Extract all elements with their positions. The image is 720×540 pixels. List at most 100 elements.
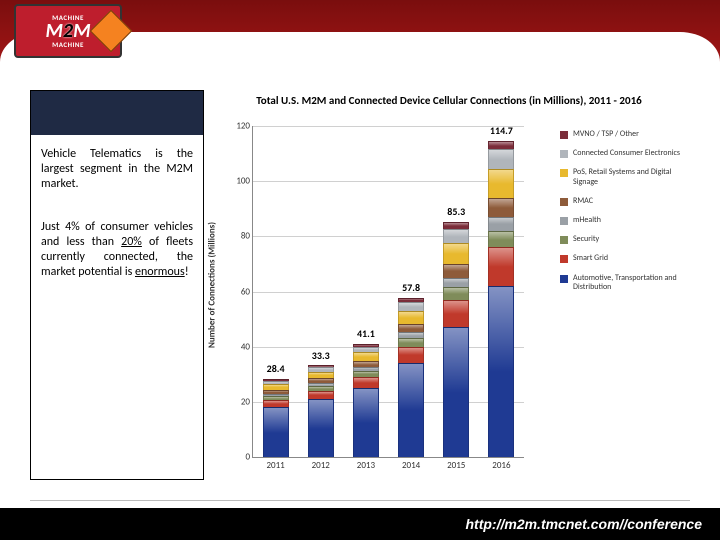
chart-bar-segment — [353, 352, 379, 361]
chart-bar-segment — [488, 198, 514, 217]
chart-x-tick: 2016 — [492, 457, 510, 471]
chart-bar: 85.3 — [443, 126, 469, 457]
chart-bar-segment — [398, 298, 424, 302]
chart-bar-segment — [443, 300, 469, 328]
chart-bar-total-label: 114.7 — [490, 124, 513, 137]
sidebar-para-2: Just 4% of consumer vehicles and less th… — [41, 220, 193, 280]
chart-bar-total-label: 33.3 — [312, 349, 330, 362]
legend-swatch — [560, 236, 568, 244]
legend-swatch — [560, 150, 568, 158]
legend-swatch — [560, 131, 568, 139]
chart-bar-segment — [263, 384, 289, 390]
chart-bar-segment — [308, 383, 334, 386]
chart-bar-segment — [263, 400, 289, 407]
legend-item: Smart Grid — [560, 254, 688, 263]
legend-item: RMAC — [560, 197, 688, 206]
legend-item: Automotive, Transportation and Distribut… — [560, 274, 688, 292]
footer-divider — [30, 500, 690, 508]
chart-y-tick: 80 — [229, 231, 253, 242]
chart-bar: 33.3 — [308, 126, 334, 457]
legend-item: Connected Consumer Electronics — [560, 149, 688, 158]
chart-y-tick: 0 — [229, 452, 253, 463]
chart-bar-total-label: 57.8 — [402, 281, 420, 294]
legend-swatch — [560, 275, 568, 283]
legend-swatch — [560, 217, 568, 225]
chart-bar-segment — [398, 363, 424, 457]
legend-swatch — [560, 198, 568, 206]
chart-bar: 57.8 — [398, 126, 424, 457]
chart-bar-segment — [353, 347, 379, 353]
chart-bar-segment — [353, 377, 379, 388]
chart-bar-segment — [443, 243, 469, 264]
chart-bar-segment — [443, 287, 469, 299]
chart-bar-segment — [263, 390, 289, 394]
legend-item: mHealth — [560, 216, 688, 225]
chart-gridline — [253, 402, 524, 403]
chart-bar-segment — [488, 169, 514, 198]
chart-container: Total U.S. M2M and Connected Device Cell… — [208, 90, 690, 480]
sidebar-panel: Vehicle Telematics is the largest segmen… — [30, 90, 204, 480]
chart-bar-segment — [308, 399, 334, 457]
chart-bar-segment — [353, 371, 379, 377]
chart-bar-segment — [398, 338, 424, 346]
chart-bar-segment — [353, 388, 379, 457]
chart-bar-segment — [308, 378, 334, 382]
legend-label: PoS, Retail Systems and Digital Signage — [573, 168, 688, 186]
chart-bar-segment — [263, 396, 289, 400]
chart-bar-segment — [398, 332, 424, 338]
legend-label: mHealth — [573, 216, 601, 225]
sidebar-header-block — [31, 91, 203, 135]
legend-label: Smart Grid — [573, 254, 608, 263]
chart-x-tick: 2013 — [357, 457, 375, 471]
chart-bar-segment — [398, 347, 424, 364]
chart-bar-segment — [443, 229, 469, 243]
chart-bar-segment — [353, 344, 379, 347]
chart-gridline — [253, 292, 524, 293]
chart-bar-total-label: 85.3 — [447, 205, 465, 218]
chart-x-tick: 2011 — [266, 457, 284, 471]
chart-gridline — [253, 181, 524, 182]
legend-item: Security — [560, 235, 688, 244]
chart-bar-segment — [308, 386, 334, 391]
chart-y-tick: 120 — [229, 121, 253, 132]
chart-bar-total-label: 41.1 — [357, 327, 375, 340]
chart-gridline — [253, 126, 524, 127]
chart-y-axis-label: Number of Connections (Millions) — [207, 222, 218, 348]
chart-bar-segment — [443, 264, 469, 278]
legend-label: Security — [573, 235, 599, 244]
chart-gridline — [253, 236, 524, 237]
sidebar-para-1: Vehicle Telematics is the largest segmen… — [41, 147, 193, 192]
chart-bar-segment — [488, 217, 514, 231]
legend-label: Automotive, Transportation and Distribut… — [573, 274, 688, 292]
chart-x-tick: 2015 — [447, 457, 465, 471]
chart-bar-segment — [488, 231, 514, 248]
logo-badge: MACHINE M2M MACHINE — [14, 4, 122, 58]
footer-url: http://m2m.tmcnet.com//conference — [466, 516, 703, 532]
chart-bar-segment — [398, 302, 424, 311]
chart-bar: 28.4 — [263, 126, 289, 457]
chart-bar-segment — [263, 379, 289, 381]
chart-bar-segment — [488, 286, 514, 457]
chart-bar: 114.7 — [488, 126, 514, 457]
legend-label: MVNO / TSP / Other — [573, 130, 639, 139]
chart-gridline — [253, 347, 524, 348]
footer-bar: http://m2m.tmcnet.com//conference — [0, 508, 720, 540]
chart-bar: 41.1 — [353, 126, 379, 457]
chart-plot-area: 020406080100120201128.4201233.3201341.12… — [252, 126, 524, 458]
chart-bar-segment — [488, 149, 514, 168]
chart-legend: MVNO / TSP / Other Connected Consumer Ele… — [560, 130, 688, 302]
legend-label: RMAC — [573, 197, 593, 206]
chart-bar-segment — [398, 311, 424, 324]
chart-bar-segment — [308, 391, 334, 399]
chart-y-tick: 40 — [229, 341, 253, 352]
chart-title: Total U.S. M2M and Connected Device Cell… — [208, 90, 690, 111]
chart-bar-segment — [398, 324, 424, 332]
legend-label: Connected Consumer Electronics — [573, 149, 680, 158]
chart-bar-segment — [443, 222, 469, 229]
chart-bar-total-label: 28.4 — [267, 362, 285, 375]
content-area: Vehicle Telematics is the largest segmen… — [30, 90, 690, 480]
legend-swatch — [560, 255, 568, 263]
chart-bar-segment — [308, 372, 334, 379]
chart-x-tick: 2012 — [312, 457, 330, 471]
chart-bar-segment — [488, 247, 514, 286]
